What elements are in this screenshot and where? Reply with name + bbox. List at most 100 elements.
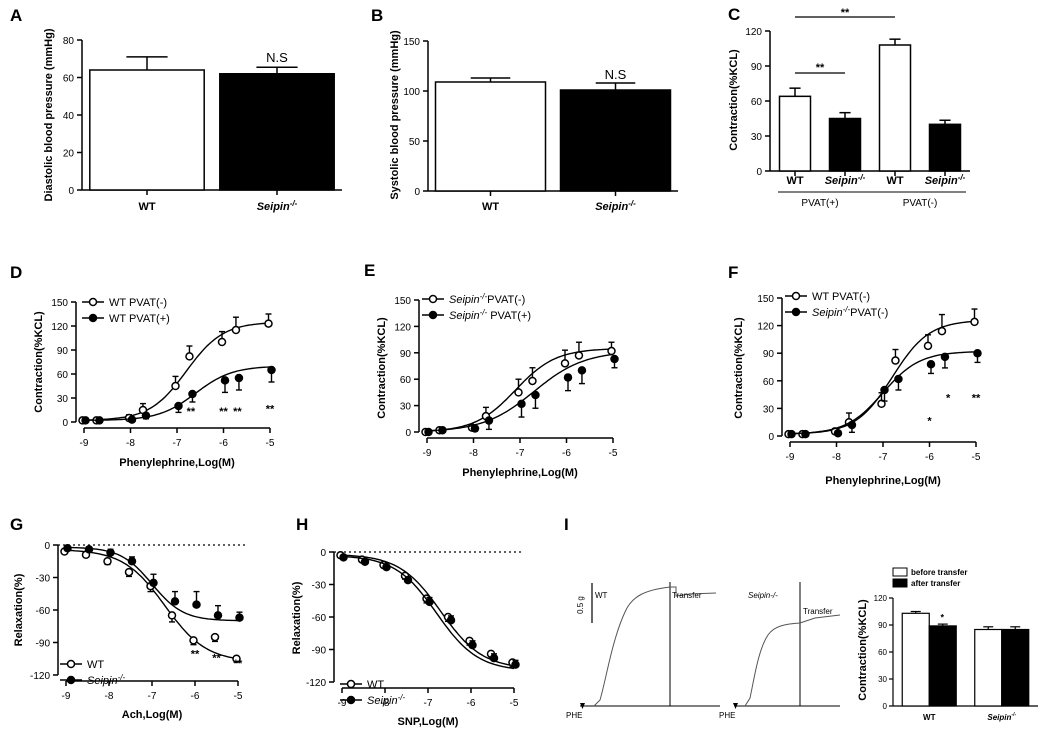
data-point	[926, 359, 936, 369]
data-point	[170, 597, 180, 606]
panel-label: E	[364, 261, 375, 280]
legend-rest: PVAT(-)	[487, 294, 525, 306]
data-point	[970, 317, 979, 327]
panel-label: C	[728, 5, 740, 24]
legend-sup: -/-	[480, 292, 488, 301]
y-tick-label: 60	[763, 377, 775, 388]
data-point	[231, 325, 241, 335]
legend-label: WT	[87, 659, 104, 671]
legend-rest: PVAT(-)	[850, 307, 888, 319]
data-point	[127, 557, 137, 566]
y-tick-label: 60	[63, 74, 75, 85]
legend-label: WT PVAT(+)	[109, 313, 170, 325]
data-point	[894, 374, 903, 384]
data-point	[880, 385, 889, 395]
y-tick-label: 0	[883, 702, 888, 711]
data-point	[267, 365, 276, 375]
panel-d: 0 30 60 90 120 150 -9 -8 -7 -6 -5 ** ** ** ** D Contract…	[10, 263, 276, 469]
y-tick-label: 90	[400, 349, 412, 360]
panel-label: H	[296, 515, 308, 534]
x-tick-label: -8	[469, 448, 478, 459]
data-point	[517, 399, 526, 409]
data-point	[877, 399, 886, 409]
data-point	[425, 597, 434, 607]
data-point	[95, 416, 104, 425]
x-tick-label: -8	[105, 691, 114, 702]
sig-star: **	[266, 403, 275, 415]
data-point	[141, 411, 151, 420]
data-point	[235, 613, 244, 622]
x-tick-label: WT	[786, 175, 803, 187]
x-tick-label: -9	[62, 691, 71, 702]
y-tick-label: 30	[57, 394, 69, 405]
fit-curve	[341, 554, 515, 667]
legend-sup: -/-	[118, 673, 126, 682]
y-tick-label: -30	[312, 581, 327, 592]
data-point	[185, 352, 194, 361]
x-axis-label: Ach,Log(M)	[122, 709, 183, 721]
x-tick-label: -7	[148, 691, 157, 702]
x-tick-label-seipin-sup: -/-	[1011, 712, 1016, 718]
y-tick-label: 150	[403, 37, 420, 48]
y-tick-label: 20	[63, 149, 75, 160]
legend-marker	[428, 310, 438, 320]
y-tick-label: 0	[320, 548, 326, 559]
phe-arrow	[580, 703, 585, 709]
x-tick-label: -9	[423, 448, 432, 459]
bar	[878, 44, 912, 172]
y-tick-label: -120	[306, 678, 326, 689]
data-point	[470, 424, 480, 433]
force-trace-seipin	[744, 614, 841, 707]
bar	[974, 628, 1003, 707]
data-point	[847, 420, 857, 430]
data-point	[360, 557, 370, 566]
data-point	[264, 319, 273, 328]
data-point	[106, 548, 115, 557]
y-tick-label: 30	[751, 132, 763, 143]
y-tick-label: 0	[44, 541, 50, 552]
y-tick-label: 0	[68, 186, 74, 197]
x-tick-label: WT	[482, 201, 499, 213]
y-tick-label: 150	[394, 296, 411, 307]
panel-label: G	[10, 515, 23, 534]
group-label: PVAT(-)	[903, 198, 938, 209]
y-axis-label: Relaxation(%)	[291, 581, 303, 654]
legend-marker	[791, 307, 801, 317]
data-point	[528, 376, 537, 386]
y-tick-label: 50	[409, 137, 421, 148]
x-tick-label-seipin-sup: -/-	[290, 199, 298, 208]
y-tick-label: 30	[763, 404, 775, 415]
y-tick-label: 150	[51, 298, 68, 309]
data-point	[167, 611, 177, 620]
legend-swatch	[892, 578, 908, 588]
legend-label: Seipin-/-	[367, 693, 405, 707]
y-tick-label: 150	[757, 294, 774, 305]
y-axis-label: Relaxation(%)	[13, 573, 25, 646]
data-point	[610, 354, 619, 364]
y-tick-label: -30	[36, 574, 51, 585]
legend-seipin: Seipin	[367, 695, 398, 707]
data-point	[403, 575, 413, 585]
data-point	[940, 352, 950, 362]
x-tick-label-seipin-base: Seipin	[825, 175, 858, 187]
sig-star: **	[972, 392, 981, 404]
data-point	[424, 427, 433, 437]
y-tick-label: 90	[763, 349, 775, 360]
legend-marker	[66, 675, 76, 685]
data-point	[801, 429, 810, 439]
legend-label: Seipin-/- PVAT(+)	[449, 308, 531, 322]
data-point	[891, 356, 900, 365]
data-point	[103, 557, 112, 566]
x-tick-label: -6	[467, 698, 476, 709]
sig-star: *	[927, 415, 932, 427]
y-axis-label: Contraction(%KCL)	[33, 311, 45, 413]
y-tick-label: 90	[751, 62, 763, 73]
x-tick-label: WT	[923, 713, 936, 722]
trace-label-wt: WT	[595, 591, 608, 600]
bar	[1001, 628, 1030, 707]
x-tick-label: WT	[886, 175, 903, 187]
y-tick-label: -60	[36, 606, 51, 617]
data-point	[511, 660, 520, 669]
x-tick-label: -6	[191, 691, 200, 702]
